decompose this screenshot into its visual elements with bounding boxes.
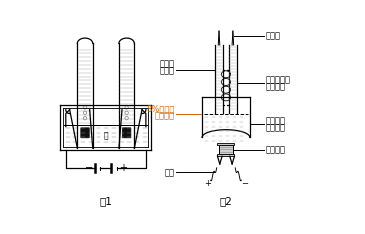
Bar bbox=[218, 154, 234, 156]
Text: 的塑料瓶: 的塑料瓶 bbox=[265, 123, 285, 132]
FancyBboxPatch shape bbox=[81, 128, 89, 138]
Text: 改进的: 改进的 bbox=[160, 60, 174, 69]
Text: 8%的氢氧: 8%的氢氧 bbox=[146, 104, 174, 113]
Bar bbox=[218, 143, 234, 145]
Text: 导线: 导线 bbox=[164, 168, 174, 177]
Text: 图1: 图1 bbox=[99, 196, 112, 206]
FancyBboxPatch shape bbox=[122, 128, 131, 138]
Text: 水: 水 bbox=[104, 131, 108, 140]
Text: −: − bbox=[85, 163, 93, 173]
Bar bbox=[219, 145, 233, 154]
Text: 化钠溶液: 化钠溶液 bbox=[154, 111, 174, 120]
Text: 尖嘴管: 尖嘴管 bbox=[265, 31, 280, 40]
Text: 注射针头: 注射针头 bbox=[265, 145, 285, 154]
Text: 的橡皮管: 的橡皮管 bbox=[265, 83, 285, 91]
Text: +: + bbox=[204, 179, 211, 188]
Text: +: + bbox=[119, 163, 127, 173]
Text: 移液管: 移液管 bbox=[160, 67, 174, 76]
Text: 含玻璃小球: 含玻璃小球 bbox=[265, 76, 290, 84]
Text: −: − bbox=[241, 179, 248, 188]
Text: 截取底部: 截取底部 bbox=[265, 116, 285, 125]
Text: 图2: 图2 bbox=[219, 196, 233, 206]
